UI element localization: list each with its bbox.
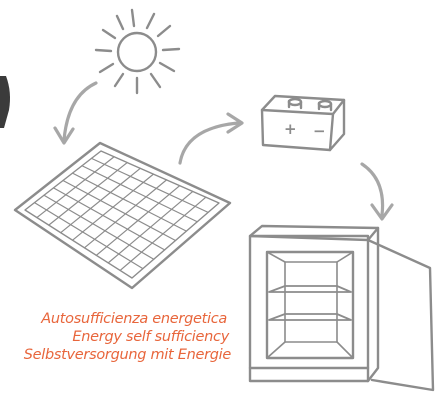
caption-line-german: Selbstversorgung mit Energie <box>23 347 232 363</box>
arrow-icon <box>53 81 98 145</box>
panel-grid-line <box>119 196 207 272</box>
panel-grid-line <box>90 157 209 213</box>
panel-grid-line <box>71 172 187 232</box>
panel-grid-line <box>52 187 166 251</box>
panel-grid-line <box>83 179 168 249</box>
caption-line-italian: Autosufficienza energetica <box>41 311 227 327</box>
panel-grid-line <box>62 179 177 242</box>
caption-line-english: Energy self sufficiency <box>72 329 229 345</box>
panel-grid-line <box>95 185 181 256</box>
solar-panel-icon <box>13 141 232 290</box>
panel-grid-line <box>43 194 155 260</box>
caption: Autosufficienza energetica Energy self s… <box>23 310 232 364</box>
battery-minus-symbol: − <box>313 122 326 140</box>
edge-object <box>0 76 10 128</box>
panel-grid-line <box>107 190 194 264</box>
refrigerator-icon <box>248 224 435 392</box>
panel-grid-line <box>36 156 115 219</box>
panel-grid-line <box>48 161 128 226</box>
panel-grid-line <box>60 167 141 234</box>
sun-icon <box>94 8 181 95</box>
arrow-icon <box>360 162 394 221</box>
battery-icon <box>260 94 346 152</box>
panel-grid-line <box>71 173 155 241</box>
arrow-icon <box>178 112 244 165</box>
panel-grid-line <box>33 202 144 270</box>
battery-plus-symbol: + <box>284 120 297 138</box>
panel-grid-line <box>81 165 198 223</box>
